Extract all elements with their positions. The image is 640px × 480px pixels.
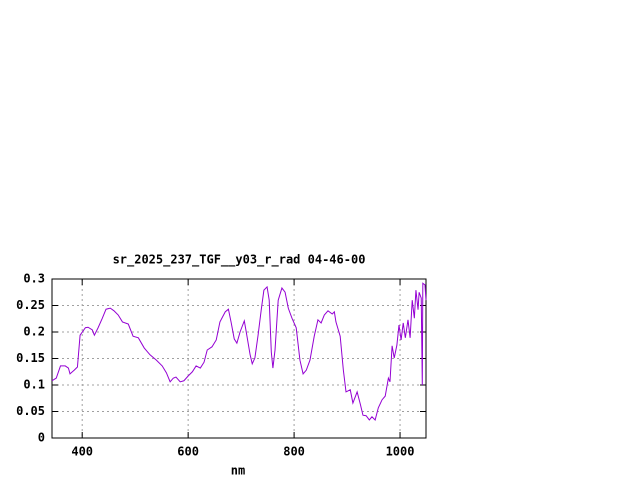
- y-tick-label: 0.2: [23, 325, 45, 339]
- y-tick-label: 0.1: [23, 378, 45, 392]
- y-tick-label: 0.05: [16, 404, 45, 418]
- y-tick-label: 0: [38, 431, 45, 445]
- y-tick-label: 0.3: [23, 272, 45, 286]
- x-tick-label: 400: [71, 445, 93, 459]
- data-line: [51, 282, 427, 421]
- x-tick-label: 600: [177, 445, 199, 459]
- x-axis-label: nm: [231, 464, 245, 478]
- plot-border: [51, 278, 427, 439]
- y-tick-label: 0.15: [16, 351, 45, 365]
- chart-title: sr_2025_237_TGF__y03_r_rad 04-46-00: [113, 253, 366, 268]
- x-tick-label: 800: [283, 445, 305, 459]
- y-tick-label: 0.25: [16, 298, 45, 312]
- x-tick-label: 1000: [386, 445, 415, 459]
